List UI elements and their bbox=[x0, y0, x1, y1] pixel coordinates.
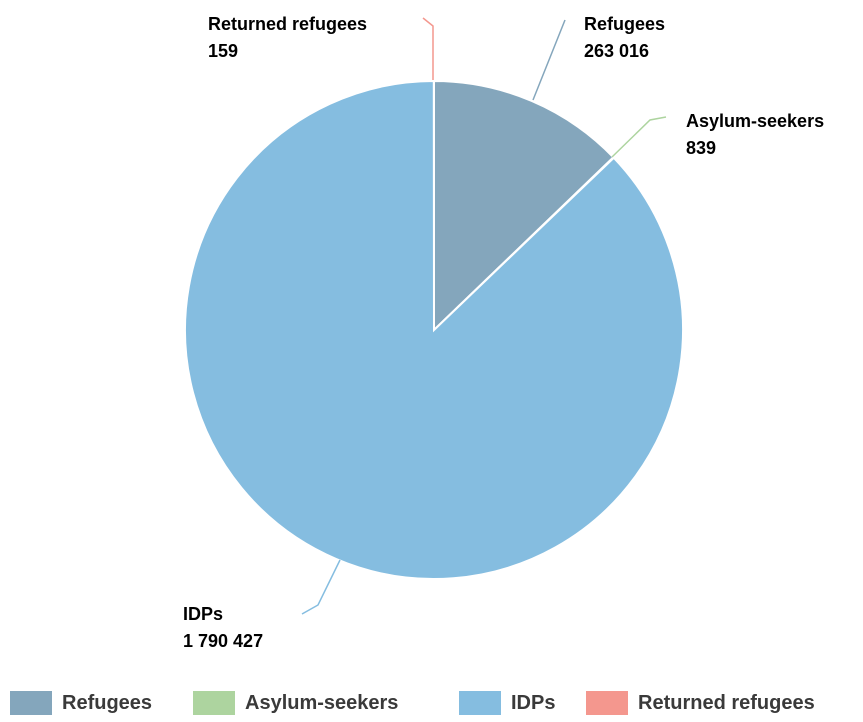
legend-label-refugees: Refugees bbox=[62, 691, 153, 714]
leader-line-returned-refugees bbox=[422, 17, 434, 80]
legend-item-returned-refugees[interactable]: Returned refugees bbox=[586, 688, 815, 718]
legend-swatch-asylum-seekers bbox=[193, 691, 235, 715]
legend-item-refugees[interactable]: Refugees bbox=[10, 688, 152, 718]
slice-value-returned-refugees: 159 bbox=[208, 41, 238, 61]
pie-slice-refugees[interactable] bbox=[433, 79, 615, 333]
slice-label-returned-refugees: Returned refugees bbox=[208, 14, 367, 34]
slice-label-idps: IDPs bbox=[183, 604, 223, 624]
legend-label-idps: IDPs bbox=[511, 691, 556, 714]
leader-line-asylum-seekers bbox=[611, 116, 667, 158]
slice-label-asylum-seekers: Asylum-seekers bbox=[686, 111, 824, 131]
legend-swatch-refugees bbox=[10, 691, 52, 715]
legend-item-asylum-seekers[interactable]: Asylum-seekers bbox=[193, 688, 398, 718]
legend-label-returned-refugees: Returned refugees bbox=[638, 691, 815, 714]
legend-item-idps[interactable]: IDPs bbox=[459, 688, 555, 718]
leader-line-idps bbox=[301, 559, 341, 615]
legend-swatch-idps bbox=[459, 691, 501, 715]
leader-line-refugees bbox=[532, 19, 566, 101]
slice-label-refugees: Refugees bbox=[584, 14, 665, 34]
slice-value-refugees: 263 016 bbox=[584, 41, 649, 61]
legend-swatch-returned-refugees bbox=[586, 691, 628, 715]
slice-value-asylum-seekers: 839 bbox=[686, 138, 716, 158]
slice-value-idps: 1 790 427 bbox=[183, 631, 263, 651]
legend-label-asylum-seekers: Asylum-seekers bbox=[245, 691, 399, 714]
legend: Refugees Asylum-seekers IDPs Returned re… bbox=[0, 688, 863, 718]
